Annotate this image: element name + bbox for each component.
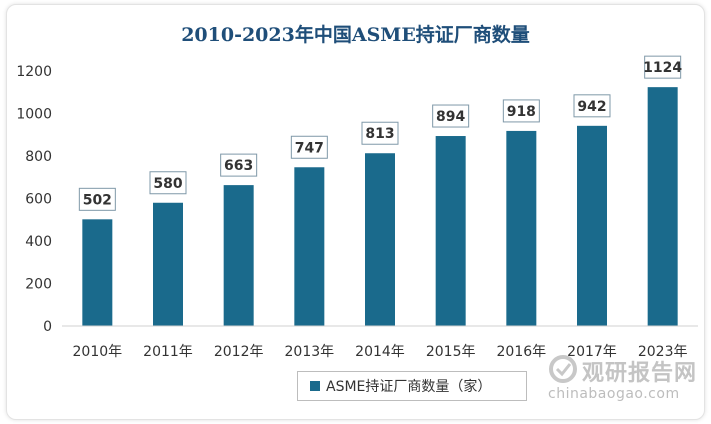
y-tick-label: 1000 [16, 107, 52, 123]
bar [294, 167, 325, 326]
data-label: 918 [507, 104, 536, 120]
x-tick-label: 2014年 [355, 344, 405, 360]
bar [577, 125, 607, 326]
watermark-url: chinabaogao.com [548, 386, 680, 402]
bar [365, 153, 395, 326]
x-tick-label: 2016年 [497, 344, 547, 360]
data-label-box [432, 104, 470, 128]
data-label-box [573, 94, 611, 118]
data-label-box [220, 153, 258, 177]
data-label-box [78, 187, 116, 211]
y-tick-label: 0 [43, 319, 52, 335]
bar [223, 185, 254, 326]
data-label: 1124 [643, 60, 682, 76]
chart-title: 2010-2023年中国ASME持证厂商数量 [181, 24, 530, 46]
bar [506, 130, 537, 326]
data-label-box [149, 171, 187, 195]
legend-swatch [310, 381, 320, 391]
x-tick-label: 2017年 [567, 344, 617, 360]
data-label: 813 [365, 126, 394, 142]
data-label-box [502, 99, 540, 123]
data-label: 663 [224, 158, 253, 174]
data-label-box [644, 55, 682, 79]
bars [82, 87, 678, 327]
data-label: 580 [153, 176, 182, 192]
bar [82, 219, 113, 326]
x-tick-label: 2023年 [638, 344, 688, 360]
watermark-logo-icon [549, 355, 577, 383]
legend: ASME持证厂商数量（家） [297, 371, 527, 401]
y-tick-label: 400 [25, 234, 52, 250]
y-axis: 0 200 400 600 800 1000 1200 [16, 64, 52, 335]
data-label: 942 [577, 99, 606, 115]
data-label-box [290, 135, 328, 159]
x-tick-label: 2015年 [426, 344, 476, 360]
x-tick-label: 2011年 [143, 344, 193, 360]
data-label: 502 [83, 192, 112, 208]
data-labels: 502 580 663 747 813 894 918 942 1124 [78, 55, 682, 211]
y-tick-label: 800 [25, 149, 52, 165]
legend-label: ASME持证厂商数量（家） [326, 379, 492, 395]
data-label-box [361, 121, 399, 145]
data-label: 747 [295, 140, 324, 156]
x-tick-label: 2012年 [214, 344, 264, 360]
x-tick-label: 2013年 [285, 344, 335, 360]
data-label: 894 [436, 109, 465, 125]
bar [435, 136, 466, 326]
y-tick-label: 200 [25, 277, 52, 293]
y-tick-label: 1200 [16, 64, 52, 80]
bar [647, 87, 678, 327]
watermark-name: 观研报告网 [582, 361, 698, 386]
y-tick-label: 600 [25, 192, 52, 208]
bar [153, 202, 183, 326]
watermark: 观研报告网 chinabaogao.com [548, 352, 698, 404]
x-axis: 2010年 2011年 2012年 2013年 2014年 2015年 2016年 2017年… [62, 325, 698, 360]
x-tick-label: 2010年 [73, 344, 123, 360]
